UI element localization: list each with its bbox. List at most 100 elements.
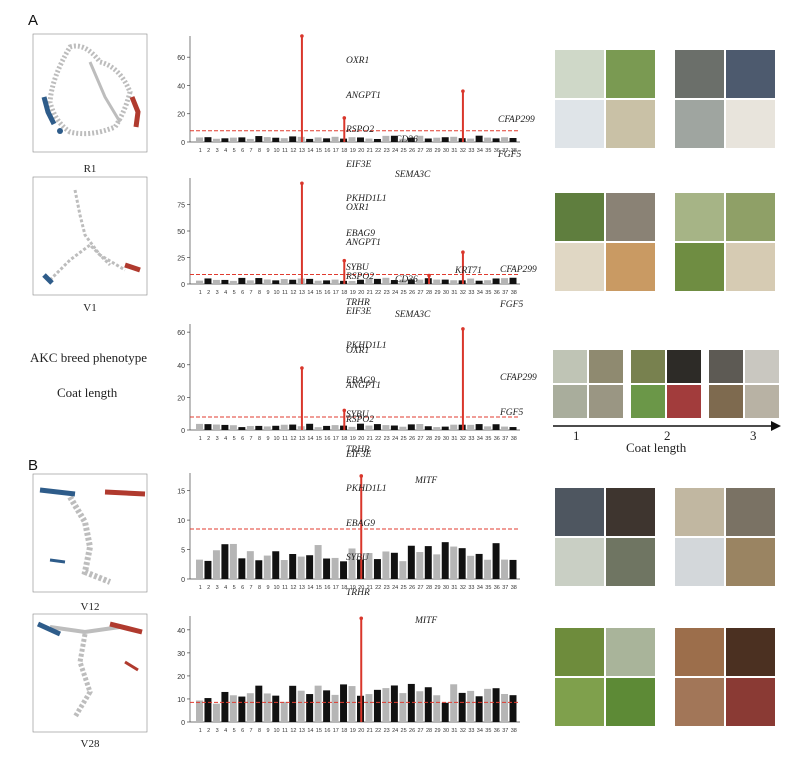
photo-grid-coat-3: [709, 350, 779, 418]
x-tick-label: 5: [233, 148, 236, 154]
x-tick-label: 34: [477, 436, 483, 442]
x-tick-label: 6: [241, 290, 244, 296]
x-tick-label: 33: [468, 290, 474, 296]
phenotype-subtitle: Coat length: [57, 385, 118, 400]
dog-photo: [726, 678, 775, 726]
x-tick-label: 8: [258, 585, 261, 591]
x-tick-label: 21: [367, 290, 373, 296]
x-tick-label: 17: [333, 436, 339, 442]
x-tick-label: 10: [273, 436, 279, 442]
chr-4-points: [221, 424, 229, 430]
gene-list-akc-cfap: CFAP299 FGF5: [500, 350, 537, 431]
x-tick-label: 31: [451, 290, 457, 296]
chr-27-points: [416, 691, 424, 722]
x-tick-label: 29: [434, 728, 440, 734]
dog-photo: [726, 243, 775, 291]
x-tick-label: 34: [477, 585, 483, 591]
gene-label: CFAP299: [500, 265, 537, 275]
chr-19-points: [348, 548, 356, 579]
chr-8-points: [255, 136, 263, 142]
peak-top-chr-18: [342, 116, 347, 120]
dog-photo: [675, 538, 724, 586]
x-tick-label: 28: [426, 148, 432, 154]
chr-10-points: [272, 425, 280, 430]
x-tick-label: 11: [282, 585, 288, 591]
dog-photo: [709, 350, 743, 383]
chr-17-points: [331, 279, 339, 284]
gene-list-r1-cd36: CD36 SEMA3C: [395, 112, 430, 193]
x-tick-label: 2: [207, 436, 210, 442]
chr-27-points: [416, 279, 424, 284]
chr-25-points: [399, 279, 407, 284]
chr-38-points: [509, 138, 517, 142]
chr-32-points: [458, 548, 466, 579]
chr-11-points: [280, 560, 288, 579]
chr-6-points: [238, 137, 246, 142]
chr-17-points: [331, 557, 339, 579]
chr-33-points: [467, 555, 475, 579]
peak-top-chr-28: [427, 273, 431, 278]
dog-photo: [555, 538, 604, 586]
chr-21-points: [365, 553, 373, 579]
x-tick-label: 2: [207, 585, 210, 591]
x-tick-label: 14: [307, 148, 313, 154]
x-tick-label: 29: [434, 585, 440, 591]
chr-33-points: [467, 424, 475, 430]
x-tick-label: 35: [485, 585, 491, 591]
chr-33-points: [467, 278, 475, 284]
chr-36-points: [492, 688, 500, 722]
chr-11-points: [280, 424, 288, 430]
x-tick-label: 10: [273, 290, 279, 296]
chr-8-points: [255, 425, 263, 430]
chr-16-points: [323, 138, 331, 142]
x-tick-label: 37: [502, 290, 508, 296]
x-tick-label: 20: [358, 290, 364, 296]
umap-r1: [32, 33, 148, 153]
x-tick-label: 16: [324, 148, 330, 154]
chr-38-points: [509, 695, 517, 722]
chr-31-points: [450, 280, 458, 284]
y-tick-label: 20: [177, 395, 185, 402]
x-tick-label: 7: [250, 148, 253, 154]
x-tick-label: 23: [384, 728, 390, 734]
x-tick-label: 28: [426, 436, 432, 442]
chr-21-points: [365, 694, 373, 722]
y-tick-label: 50: [177, 229, 185, 236]
coat-tick-1: 1: [573, 428, 580, 443]
y-tick-label: 0: [181, 282, 185, 289]
chr-10-points: [272, 695, 280, 722]
x-tick-label: 23: [384, 585, 390, 591]
chr-38-points: [509, 559, 517, 579]
x-tick-label: 8: [258, 290, 261, 296]
chr-31-points: [450, 546, 458, 579]
x-tick-label: 13: [299, 290, 305, 296]
dog-photo: [631, 350, 665, 383]
chr-36-points: [492, 543, 500, 579]
y-tick-label: 75: [177, 203, 185, 210]
chr-35-points: [484, 688, 492, 722]
chr-12-points: [289, 554, 297, 579]
chr-4-points: [221, 138, 229, 142]
x-tick-label: 6: [241, 148, 244, 154]
chr-26-points: [407, 137, 415, 142]
gene-label-v28-mitf: MITF: [415, 616, 438, 626]
umap-label-v12: V12: [80, 601, 100, 613]
x-tick-label: 30: [443, 436, 449, 442]
gene-label: FGF5: [500, 407, 524, 418]
x-tick-label: 38: [511, 436, 517, 442]
x-tick-label: 12: [290, 290, 296, 296]
x-tick-label: 16: [324, 728, 330, 734]
x-tick-label: 37: [502, 148, 508, 154]
x-tick-label: 4: [224, 728, 227, 734]
umap-label-v28: V28: [80, 738, 100, 750]
x-tick-label: 14: [307, 436, 313, 442]
x-tick-label: 18: [341, 148, 347, 154]
x-tick-label: 38: [511, 290, 517, 296]
x-tick-label: 22: [375, 148, 381, 154]
gene-label: CFAP299: [498, 115, 535, 125]
x-tick-label: 16: [324, 290, 330, 296]
dog-photo: [589, 350, 623, 383]
chr-3-points: [212, 550, 220, 579]
x-tick-label: 21: [367, 148, 373, 154]
